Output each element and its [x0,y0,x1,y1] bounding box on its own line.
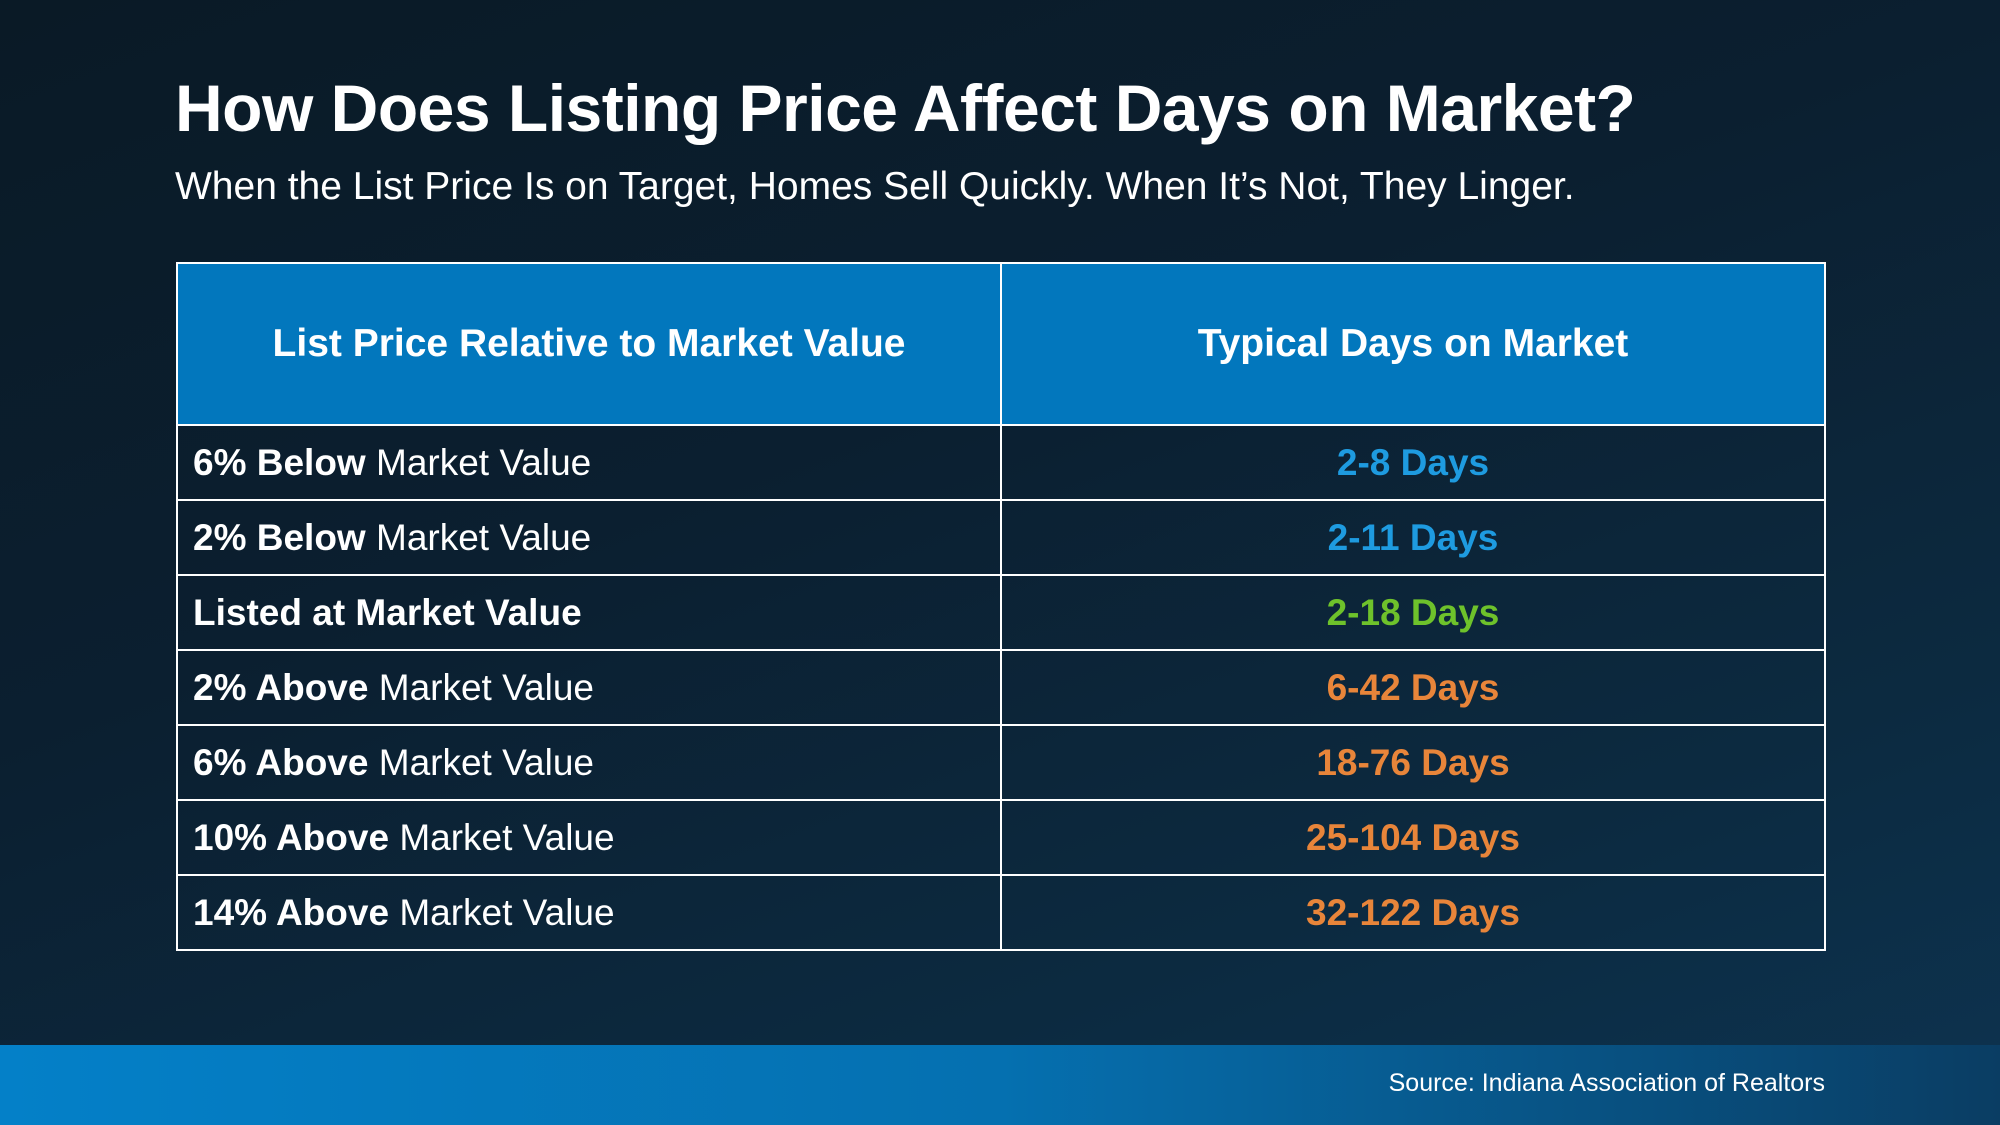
list-price-cell: 14% Above Market Value [176,874,1002,951]
list-price-cell: 6% Below Market Value [176,424,1002,501]
days-cell: 25-104 Days [1000,799,1826,876]
list-price-rest: Market Value [365,516,592,558]
days-cell: 2-11 Days [1000,499,1826,576]
column-header-list-price: List Price Relative to Market Value [176,262,1002,426]
days-cell: 2-18 Days [1000,574,1826,651]
footer-bar: Source: Indiana Association of Realtors [0,1045,2000,1125]
list-price-rest: Market Value [368,666,594,708]
table-row: 6% Below Market Value 2-8 Days [176,424,1826,501]
column-header-days: Typical Days on Market [1000,262,1826,426]
list-price-cell: 2% Below Market Value [176,499,1002,576]
table-row: 2% Above Market Value 6-42 Days [176,649,1826,726]
days-cell: 6-42 Days [1000,649,1826,726]
list-price-rest: Market Value [365,441,592,483]
days-on-market-table: List Price Relative to Market Value Typi… [176,262,1826,951]
page-subtitle: When the List Price Is on Target, Homes … [175,165,1575,208]
list-price-bold: 6% Below [193,441,366,483]
list-price-bold: 14% Above [193,891,390,933]
list-price-cell: 2% Above Market Value [176,649,1002,726]
days-cell: 2-8 Days [1000,424,1826,501]
page-title: How Does Listing Price Affect Days on Ma… [175,71,1636,145]
source-note: Source: Indiana Association of Realtors [1388,1069,1825,1097]
table-row: 6% Above Market Value 18-76 Days [176,724,1826,801]
table-row: 10% Above Market Value 25-104 Days [176,799,1826,876]
list-price-rest: Market Value [368,741,594,783]
list-price-cell: Listed at Market Value [176,574,1002,651]
table-row: Listed at Market Value 2-18 Days [176,574,1826,651]
days-cell: 18-76 Days [1000,724,1826,801]
list-price-bold: 2% Below [193,516,366,558]
list-price-rest: Market Value [389,891,615,933]
list-price-bold: 2% Above [193,666,369,708]
table-header-row: List Price Relative to Market Value Typi… [176,262,1826,426]
table-row: 2% Below Market Value 2-11 Days [176,499,1826,576]
days-cell: 32-122 Days [1000,874,1826,951]
list-price-bold: 6% Above [193,741,369,783]
list-price-bold: Listed at Market Value [193,591,582,633]
table-row: 14% Above Market Value 32-122 Days [176,874,1826,951]
list-price-cell: 6% Above Market Value [176,724,1002,801]
list-price-cell: 10% Above Market Value [176,799,1002,876]
list-price-bold: 10% Above [193,816,390,858]
list-price-rest: Market Value [389,816,615,858]
